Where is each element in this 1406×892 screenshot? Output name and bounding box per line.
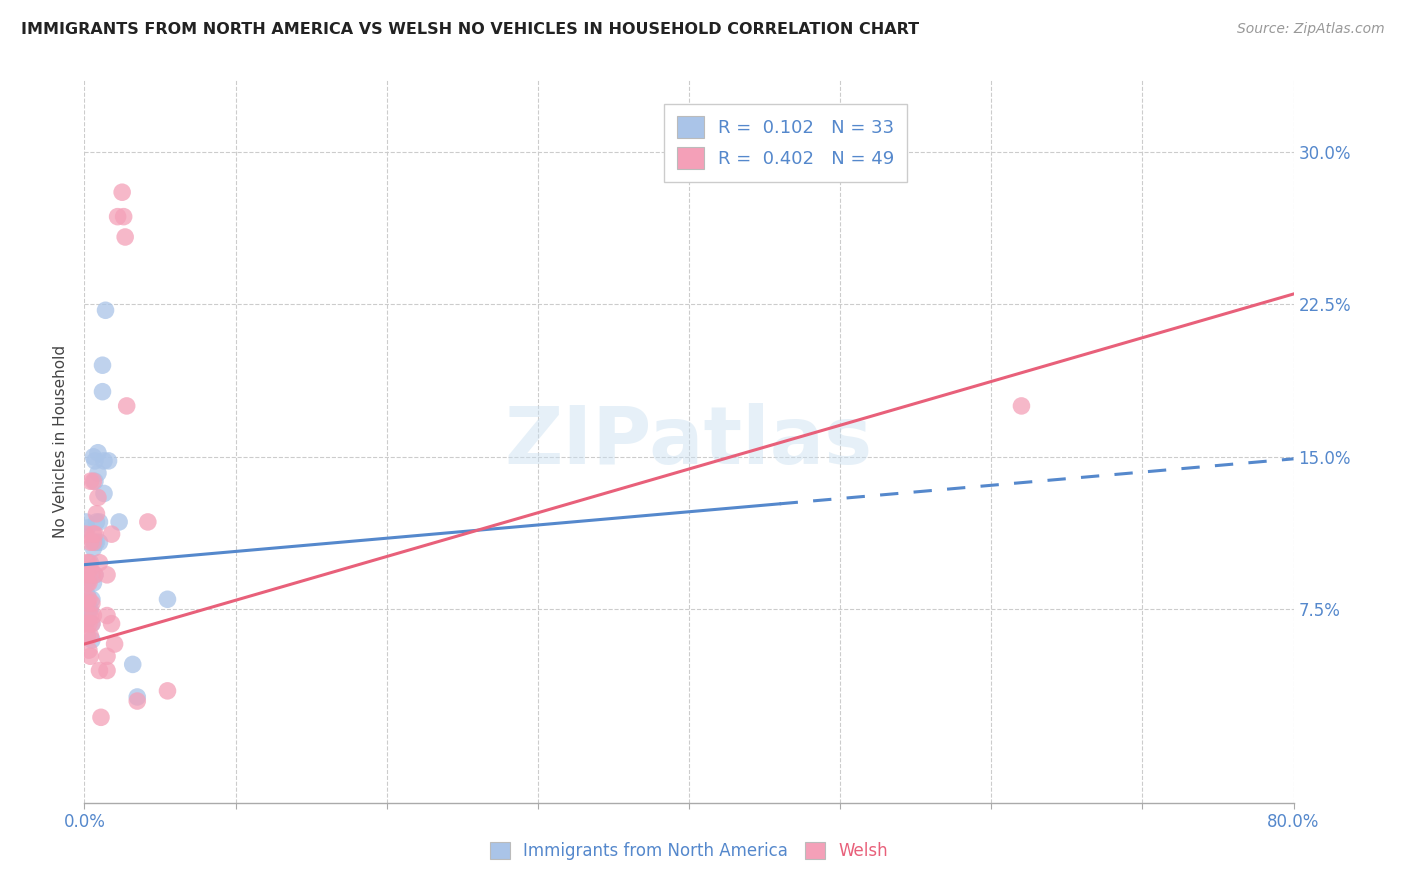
Point — [82, 450, 104, 464]
Point — [80, 616, 103, 631]
Point — [79, 649, 101, 664]
Point — [79, 602, 101, 616]
Point — [127, 694, 149, 708]
Point — [89, 556, 111, 570]
Point — [80, 567, 103, 582]
Point — [89, 664, 111, 678]
Point — [104, 637, 127, 651]
Point — [82, 474, 104, 488]
Point — [84, 527, 107, 541]
Point — [91, 384, 114, 399]
Point — [80, 596, 103, 610]
Point — [96, 608, 118, 623]
Point — [75, 527, 97, 541]
Point — [111, 185, 134, 199]
Point — [84, 454, 107, 468]
Point — [80, 616, 103, 631]
Point — [84, 567, 107, 582]
Point — [75, 567, 97, 582]
Point — [77, 592, 100, 607]
Point — [108, 515, 131, 529]
Point — [100, 616, 122, 631]
Point — [76, 596, 98, 610]
Point — [82, 535, 104, 549]
Point — [89, 535, 111, 549]
Point — [114, 230, 136, 244]
Point — [79, 562, 101, 576]
Legend: Immigrants from North America, Welsh: Immigrants from North America, Welsh — [484, 835, 894, 867]
Y-axis label: No Vehicles in Household: No Vehicles in Household — [53, 345, 69, 538]
Text: Source: ZipAtlas.com: Source: ZipAtlas.com — [1237, 22, 1385, 37]
Point — [112, 210, 135, 224]
Point — [75, 592, 97, 607]
Point — [77, 556, 100, 570]
Point — [96, 664, 118, 678]
Point — [89, 515, 111, 529]
Point — [96, 567, 118, 582]
Point — [76, 576, 98, 591]
Point — [82, 576, 104, 591]
Point — [121, 657, 143, 672]
Point — [156, 592, 179, 607]
Point — [79, 556, 101, 570]
Point — [93, 486, 115, 500]
Point — [77, 616, 100, 631]
Point — [79, 629, 101, 643]
Point — [90, 710, 112, 724]
Point — [84, 474, 107, 488]
Point — [86, 507, 108, 521]
Point — [77, 643, 100, 657]
Point — [107, 210, 129, 224]
Point — [91, 358, 114, 372]
Point — [93, 454, 115, 468]
Point — [84, 535, 107, 549]
Point — [82, 541, 104, 556]
Point — [77, 576, 100, 591]
Point — [82, 608, 104, 623]
Point — [1011, 399, 1033, 413]
Point — [77, 602, 100, 616]
Point — [76, 588, 98, 602]
Point — [80, 592, 103, 607]
Point — [94, 303, 117, 318]
Point — [115, 399, 138, 413]
Point — [79, 535, 101, 549]
Point — [136, 515, 159, 529]
Point — [96, 649, 118, 664]
Point — [84, 567, 107, 582]
Point — [127, 690, 149, 704]
Point — [76, 521, 98, 535]
Point — [79, 474, 101, 488]
Text: IMMIGRANTS FROM NORTH AMERICA VS WELSH NO VEHICLES IN HOUSEHOLD CORRELATION CHAR: IMMIGRANTS FROM NORTH AMERICA VS WELSH N… — [21, 22, 920, 37]
Point — [77, 572, 100, 586]
Point — [75, 515, 97, 529]
Point — [100, 527, 122, 541]
Point — [87, 466, 110, 480]
Point — [76, 556, 98, 570]
Point — [97, 454, 120, 468]
Point — [87, 446, 110, 460]
Point — [76, 629, 98, 643]
Point — [87, 491, 110, 505]
Point — [80, 632, 103, 647]
Point — [86, 535, 108, 549]
Point — [156, 684, 179, 698]
Point — [86, 515, 108, 529]
Point — [82, 527, 104, 541]
Text: ZIPatlas: ZIPatlas — [505, 402, 873, 481]
Point — [75, 616, 97, 631]
Point — [79, 608, 101, 623]
